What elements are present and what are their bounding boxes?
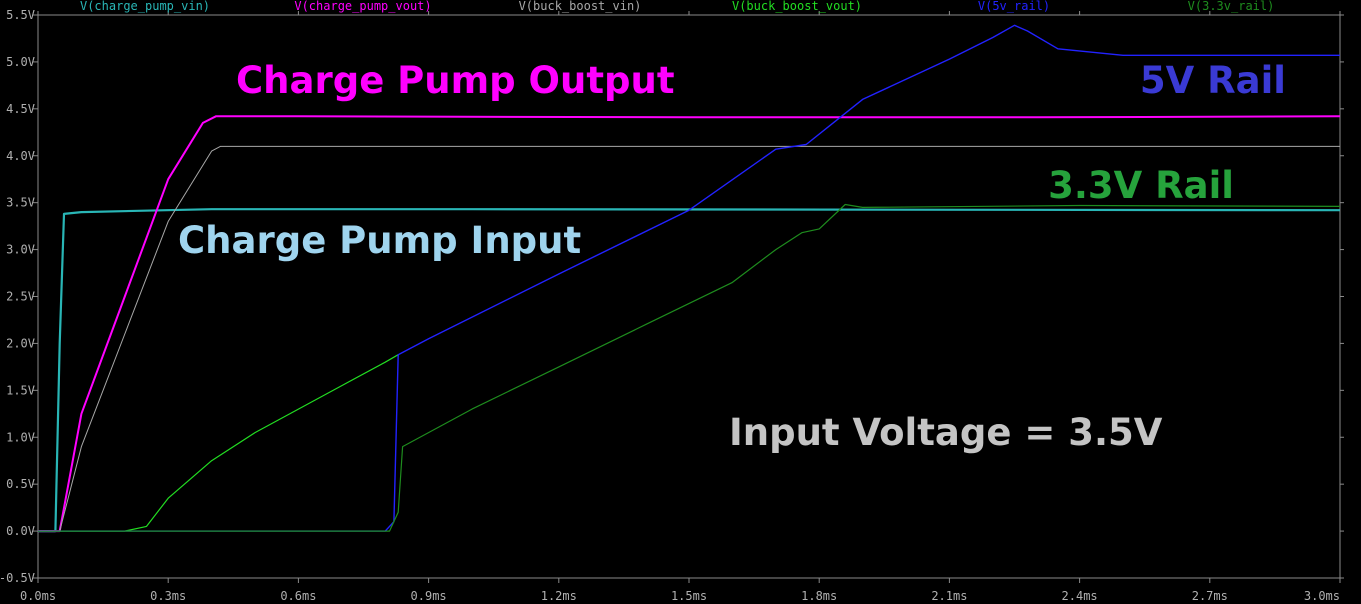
annotation-label: 5V Rail [1140,59,1286,102]
x-tick-label: 1.8ms [801,589,837,603]
axes: -0.5V 0.0V 0.5V 1.0V 1.5V 2.0V 2.5V 3.0V 3.5V 4.0… [0,8,1344,603]
x-tick-label: 2.4ms [1062,589,1098,603]
series-line-v-charge-pump-vin- [38,208,1341,533]
y-tick-label: 4.5V [6,102,35,116]
y-tick-label: 2.0V [6,336,35,350]
y-tick-label: 0.0V [6,524,35,538]
x-tick-label: 2.7ms [1192,589,1228,603]
y-tick-label: 4.0V [6,149,35,163]
y-tick-label: 5.0V [6,55,35,69]
x-tick-label: 2.1ms [931,589,967,603]
x-tick-label: 0.6ms [280,589,316,603]
annotation-label: Charge Pump Output [236,59,675,102]
annotation-layer: Charge Pump Output 5V Rail 3.3V Rail Charge… [178,59,1286,454]
annotation-label: Charge Pump Input [178,219,581,262]
x-tick-label: 3.0ms [1304,589,1340,603]
x-tick-label: 0.0ms [20,589,56,603]
y-tick-label: -0.5V [0,571,35,585]
x-tick-label: 0.9ms [411,589,447,603]
y-tick-label: 0.5V [6,477,35,491]
series-line-v-buck-boost-vin- [38,145,1340,532]
y-tick-label: 1.5V [6,383,35,397]
y-tick-label: 2.5V [6,290,35,304]
annotation-label: Input Voltage = 3.5V [729,411,1163,454]
y-tick-label: 1.0V [6,430,35,444]
x-tick-label: 0.3ms [150,589,186,603]
series-line-v-charge-pump-vout- [38,115,1341,533]
series-line-v-3-3v-rail- [38,203,1341,532]
legend: V(charge_pump_vin) V(charge_pump_vout) V(b… [80,0,1274,13]
annotation-label: 3.3V Rail [1048,164,1234,207]
legend-item: V(buck_boost_vin) [519,0,642,13]
legend-item: V(buck_boost_vout) [732,0,862,13]
legend-item: V(charge_pump_vin) [80,0,210,13]
x-tick-label: 1.5ms [671,589,707,603]
series-line-v-buck-boost-vout- [38,354,399,532]
legend-item: V(5v_rail) [978,0,1050,13]
series-line-v-5v-rail- [38,24,1340,532]
y-tick-label: 3.5V [6,196,35,210]
legend-item: V(3.3v_rail) [1188,0,1275,13]
x-tick-label: 1.2ms [541,589,577,603]
y-tick-label: 5.5V [6,8,35,22]
series-layer [38,24,1341,533]
y-tick-label: 3.0V [6,243,35,257]
legend-item: V(charge_pump_vout) [294,0,431,13]
